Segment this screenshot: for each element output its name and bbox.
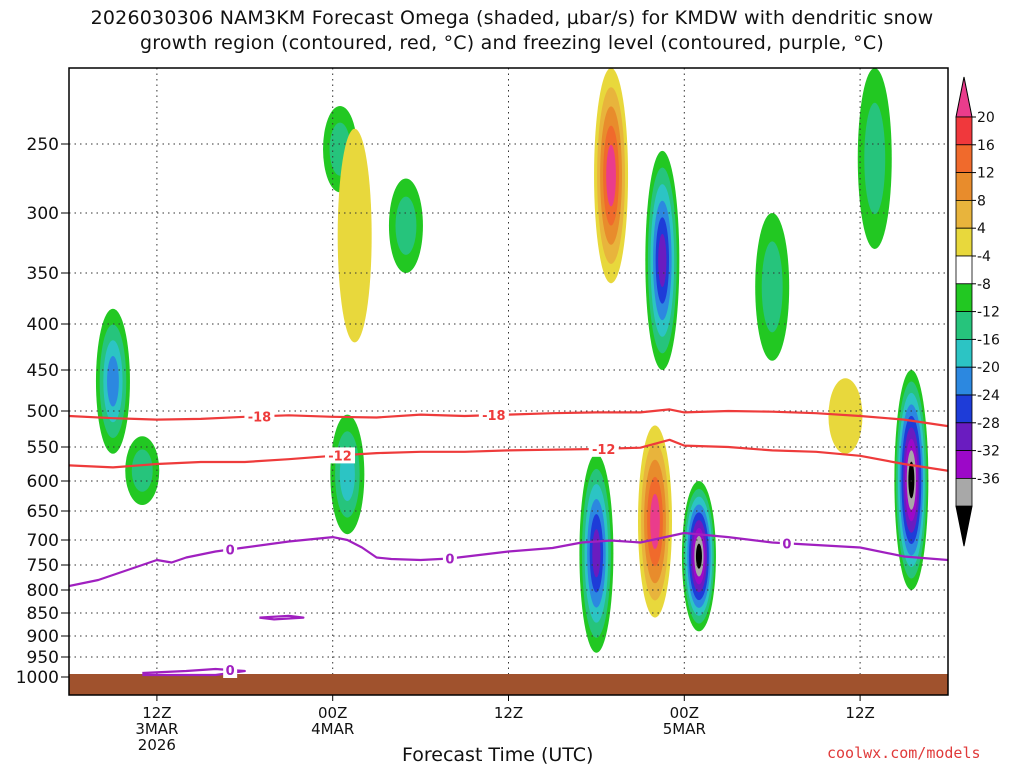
colorbar-label-m8: -8 xyxy=(977,277,991,293)
x-tick-label-30-0: 12Z xyxy=(494,704,523,722)
omega-region-13-level-4 xyxy=(337,128,372,343)
colorbar-box-3 xyxy=(955,172,973,201)
omega-region-0-level-m16 xyxy=(107,356,119,407)
colorbar-box-5 xyxy=(955,227,973,257)
contour-freezing-level xyxy=(69,531,948,588)
omega-region-5-level-m24 xyxy=(592,529,601,578)
colorbar-box-12 xyxy=(955,422,973,451)
colorbar-box-13 xyxy=(955,450,973,479)
contour-label-bg xyxy=(223,662,238,678)
x-tick-label-6-2: 2026 xyxy=(138,736,176,754)
x-tick-label-6-1: 3MAR xyxy=(135,720,178,738)
omega-shading xyxy=(95,68,929,653)
contour-label-freezing-level-2: 0 xyxy=(782,537,791,552)
colorbar-box-8 xyxy=(955,311,973,340)
omega-region-1-level-m8 xyxy=(131,449,153,492)
colorbar: 20 16 12 8 4 -4 -8 -12 -16 -20 -24 -28 -32 -36 xyxy=(955,76,1000,547)
colorbar-box-7 xyxy=(955,283,973,312)
colorbar-box-10 xyxy=(955,366,973,396)
contour-lines: -18 -18 -12 -12 0 0 0 0 xyxy=(69,407,948,679)
y-tick-label-450: 450 xyxy=(27,361,59,381)
colorbar-box-4 xyxy=(955,199,973,229)
colorbar-label-m32: -32 xyxy=(977,444,1000,460)
surface-ground xyxy=(69,674,948,695)
contour-label-freezing-level-surface-loop-0: 0 xyxy=(226,664,235,679)
y-tick-label-900: 900 xyxy=(27,627,59,647)
contour-label-bg xyxy=(588,440,619,457)
contour-label-bg xyxy=(779,535,794,552)
colorbar-label-m36: -36 xyxy=(977,471,1000,487)
colorbar-label-m20: -20 xyxy=(977,360,1000,376)
y-tick-label-250: 250 xyxy=(27,135,59,155)
contour-dgz-bottom xyxy=(69,438,948,472)
chart-title-line-2: growth region (contoured, red, °C) and f… xyxy=(140,32,884,54)
colorbar-top-arrow xyxy=(955,76,973,118)
x-tick-label-42-0: 00Z xyxy=(670,704,699,722)
y-tick-label-400: 400 xyxy=(27,315,59,335)
omega-region-12-level-20 xyxy=(606,144,616,207)
contour-label-dgz-bottom-1: -12 xyxy=(592,443,616,458)
contour-label-dgz-bottom-0: -12 xyxy=(328,449,352,464)
colorbar-box-14 xyxy=(955,477,973,507)
y-axis: 250 300 350 400 450 500 550 600 650 700 750 800 850 9… xyxy=(16,135,69,688)
x-axis-label: Forecast Time (UTC) xyxy=(402,744,594,766)
colorbar-label-20: 20 xyxy=(977,110,995,126)
omega-region-7-level-m36 xyxy=(695,543,702,569)
y-tick-label-700: 700 xyxy=(27,531,59,551)
y-tick-label-550: 550 xyxy=(27,438,59,458)
contour-label-dgz-top-1: -18 xyxy=(482,409,506,424)
colorbar-box-2 xyxy=(955,144,973,174)
contour-dgz-top xyxy=(69,408,948,428)
x-tick-label-18-0: 00Z xyxy=(318,704,347,722)
contour-label-bg xyxy=(325,447,356,464)
contour-freezing-level-small-loop xyxy=(259,614,305,621)
colorbar-label-m12: -12 xyxy=(977,305,1000,321)
y-tick-label-650: 650 xyxy=(27,502,59,522)
chart-title-line-1: 2026030306 NAM3KM Forecast Omega (shaded… xyxy=(90,7,934,29)
contour-label-bg xyxy=(478,407,509,424)
colorbar-label-12: 12 xyxy=(977,166,995,182)
colorbar-label-m24: -24 xyxy=(977,388,1000,404)
colorbar-label-m28: -28 xyxy=(977,416,1000,432)
y-tick-label-850: 850 xyxy=(27,604,59,624)
colorbar-label-m16: -16 xyxy=(977,332,1000,348)
y-tick-label-950: 950 xyxy=(27,648,59,668)
x-tick-label-6-0: 12Z xyxy=(142,704,171,722)
omega-region-8-level-m8 xyxy=(761,241,783,333)
contour-label-bg xyxy=(223,541,238,558)
colorbar-box-6 xyxy=(955,255,973,285)
colorbar-label-m4: -4 xyxy=(977,249,991,265)
y-tick-label-1000: 1000 xyxy=(16,668,59,688)
omega-region-10-level-m8 xyxy=(864,102,886,215)
y-tick-label-500: 500 xyxy=(27,402,59,422)
colorbar-bottom-arrow xyxy=(955,505,973,547)
contour-label-bg xyxy=(244,408,275,425)
colorbar-label-16: 16 xyxy=(977,138,995,154)
y-tick-label-800: 800 xyxy=(27,581,59,601)
omega-region-9-level-m36 xyxy=(908,461,915,499)
colorbar-box-9 xyxy=(955,338,973,368)
colorbar-box-1 xyxy=(955,116,973,146)
contour-label-bg xyxy=(442,550,457,567)
contour-label-dgz-top-0: -18 xyxy=(248,410,272,425)
y-tick-label-750: 750 xyxy=(27,556,59,576)
x-tick-label-42-1: 5MAR xyxy=(663,720,706,738)
contour-label-freezing-level-0: 0 xyxy=(226,544,235,559)
colorbar-label-4: 4 xyxy=(977,221,986,237)
x-tick-label-18-1: 4MAR xyxy=(311,720,354,738)
colorbar-box-11 xyxy=(955,394,973,424)
omega-region-6-level-m24 xyxy=(658,233,667,288)
omega-region-4-level-m8 xyxy=(395,196,417,255)
y-tick-label-300: 300 xyxy=(27,204,59,224)
colorbar-label-8: 8 xyxy=(977,193,986,209)
contour-label-freezing-level-1: 0 xyxy=(445,553,454,568)
gridlines xyxy=(69,68,948,695)
y-tick-label-600: 600 xyxy=(27,472,59,492)
source-credit: coolwx.com/models xyxy=(827,744,981,762)
y-tick-label-350: 350 xyxy=(27,264,59,284)
x-tick-label-54-0: 12Z xyxy=(845,704,874,722)
omega-region-11-level-20 xyxy=(650,494,660,549)
